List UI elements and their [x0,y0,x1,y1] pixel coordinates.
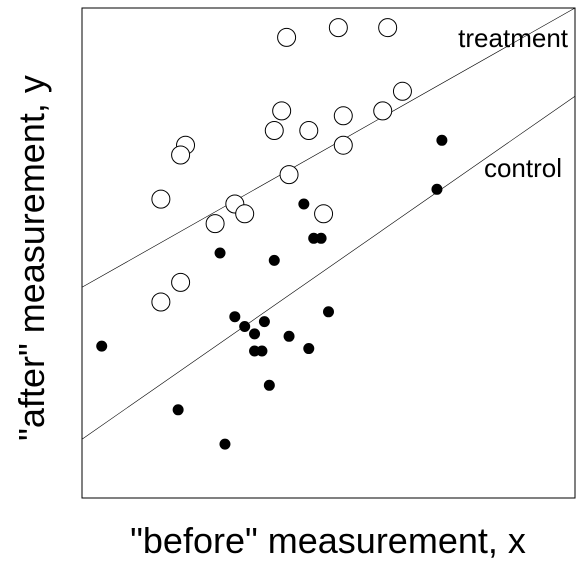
control-point-18 [263,379,275,391]
treatment-point-20 [151,292,171,312]
control-point-17 [96,340,108,352]
fit-lines [81,7,576,440]
control-point-12 [249,328,261,340]
control-point-3 [298,198,310,210]
control-point-13 [283,330,295,342]
treatment-fit-line [81,7,576,288]
treatment-point-2 [378,18,398,38]
control-point-6 [214,247,226,259]
plot-area [81,7,576,499]
treatment-point-3 [277,27,297,47]
control-series-label: control [484,153,562,183]
control-point-2 [431,183,443,195]
control-point-11 [239,321,251,332]
treatment-point-9 [299,121,319,140]
control-point-7 [268,254,280,266]
treatment-point-16 [235,204,255,224]
control-point-1 [436,134,448,146]
treatment-point-1 [328,18,348,38]
control-point-10 [258,316,270,328]
treatment-point-17 [314,204,334,224]
control-point-5 [315,232,327,244]
treatment-point-4 [392,81,412,101]
control-point-15 [256,345,268,357]
data-markers [96,18,448,450]
treatment-point-18 [205,214,225,234]
control-point-20 [219,438,231,450]
treatment-point-12 [171,145,191,165]
control-fit-line [81,95,576,440]
x-axis-label: "before" measurement, x [130,520,526,561]
treatment-series-label: treatment [458,23,569,53]
control-point-9 [229,311,241,323]
treatment-point-10 [333,135,353,155]
control-point-19 [172,404,184,416]
treatment-point-13 [279,165,299,185]
treatment-point-5 [272,101,292,121]
treatment-point-8 [264,121,284,140]
control-point-16 [303,343,315,355]
treatment-point-6 [333,106,353,126]
treatment-point-19 [171,272,191,292]
treatment-point-7 [373,101,393,121]
treatment-point-14 [151,189,171,209]
control-point-8 [323,306,334,318]
y-axis-label: "after" measurement, y [11,75,52,441]
